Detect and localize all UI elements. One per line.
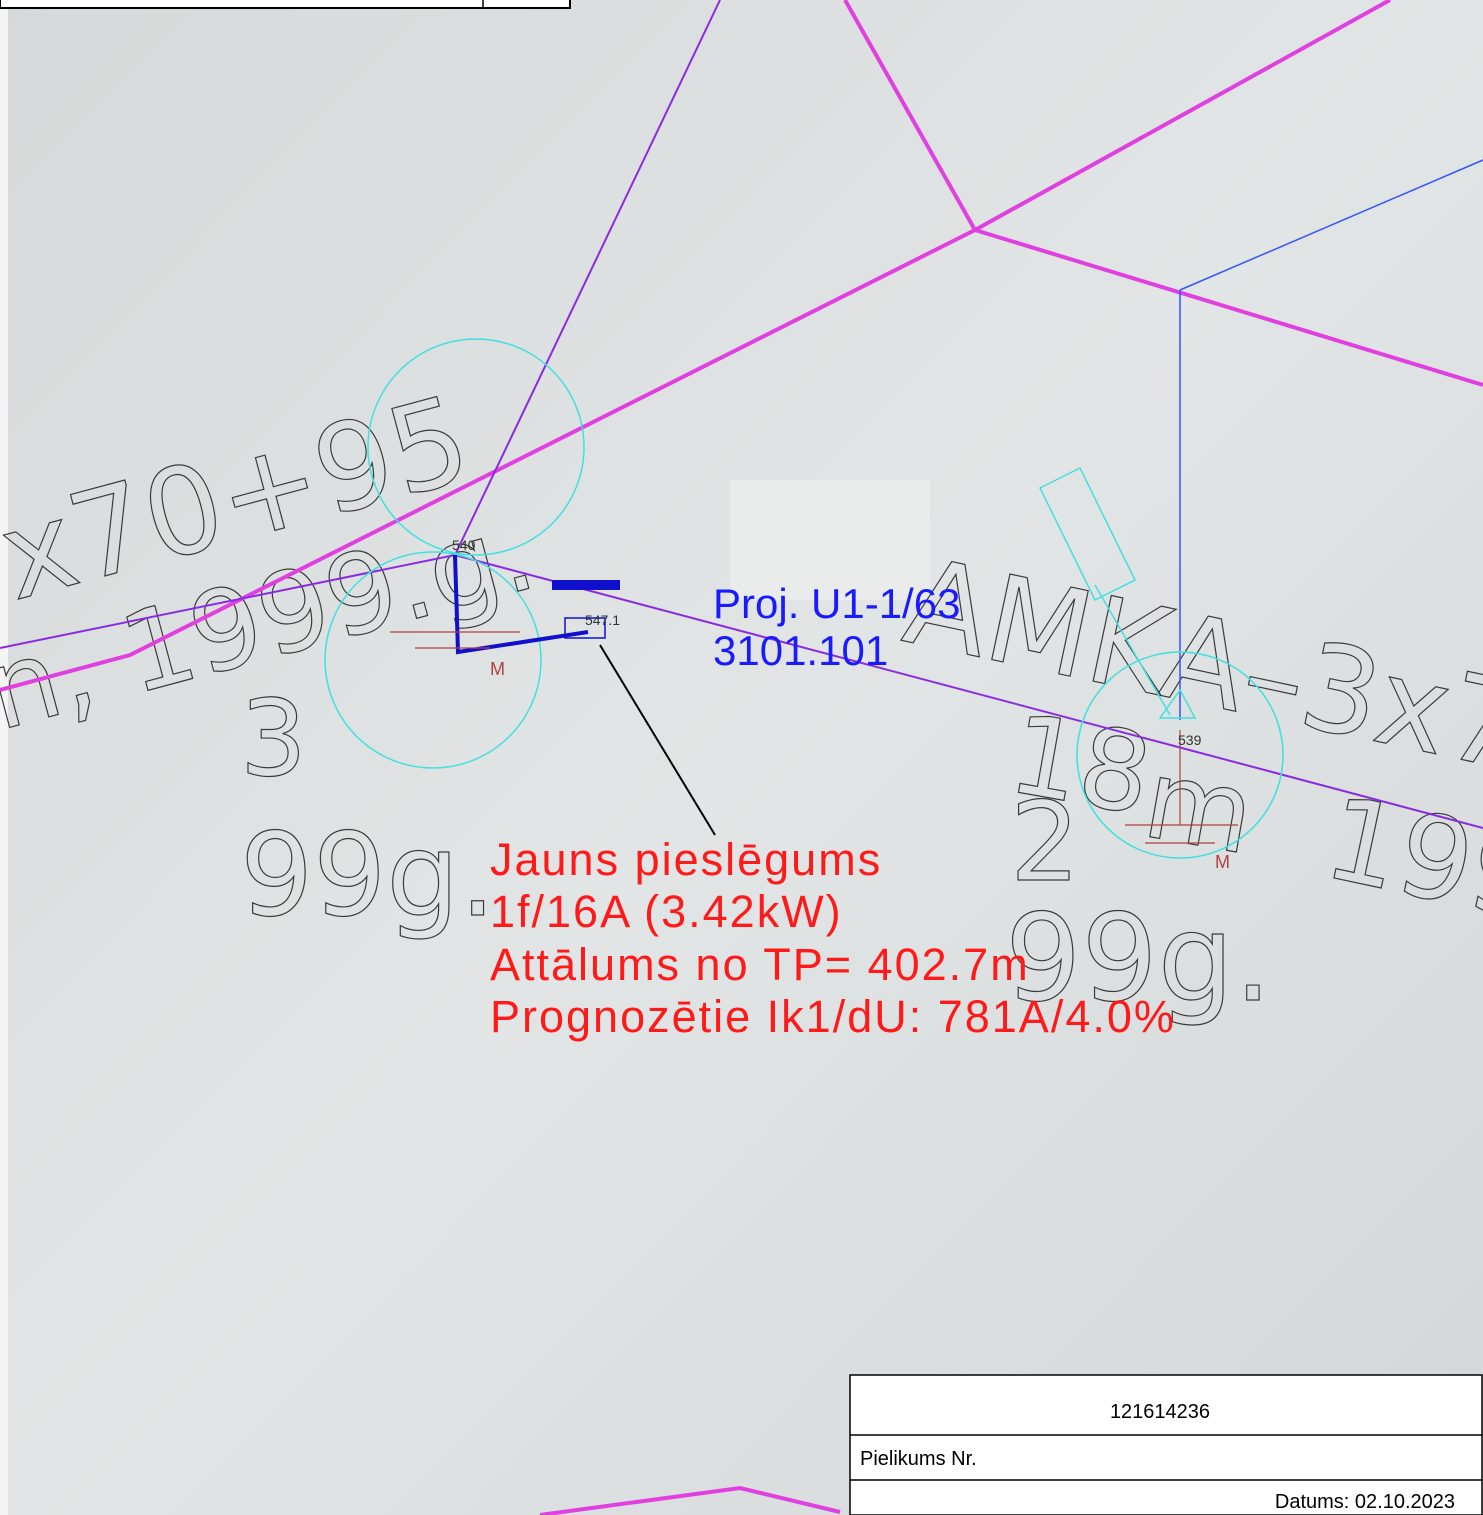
map-label: m [1135,735,1263,880]
marker: M [1215,852,1230,872]
marker: M [490,659,505,679]
attachment-label: Pielikums Nr. [860,1448,977,1470]
connection-note: 1f/16A (3.42kW) [490,886,843,937]
map-label: 3 [240,678,307,800]
top-frame [0,0,570,8]
connection-note: Jauns pieslēgums [490,834,882,885]
project-label: 3101.101 [713,627,888,674]
point-label: 540 [452,537,476,553]
connection-note: Attālums no TP= 402.7m [490,939,1030,990]
connection-bar [552,580,620,590]
date-label: Datums: 02.10.2023 [1275,1491,1455,1513]
map-label: 2 [1010,778,1080,906]
project-label: Proj. U1-1/63 [713,580,960,627]
connection-note: Prognozētie Ik1/dU: 781A/4.0% [490,991,1176,1042]
point-label: 547.1 [585,612,620,628]
map-view: x70+95 n, 1999.g. 3 99g. AMKA–3x70+ 199 … [0,0,1483,1515]
title-block: 121614236 Pielikums Nr. Datums: 02.10.20… [850,1375,1483,1515]
left-margin [0,0,8,1515]
point-label: 539 [1178,732,1202,748]
document-number: 121614236 [1110,1401,1210,1423]
map-label: 99g. [240,809,496,943]
